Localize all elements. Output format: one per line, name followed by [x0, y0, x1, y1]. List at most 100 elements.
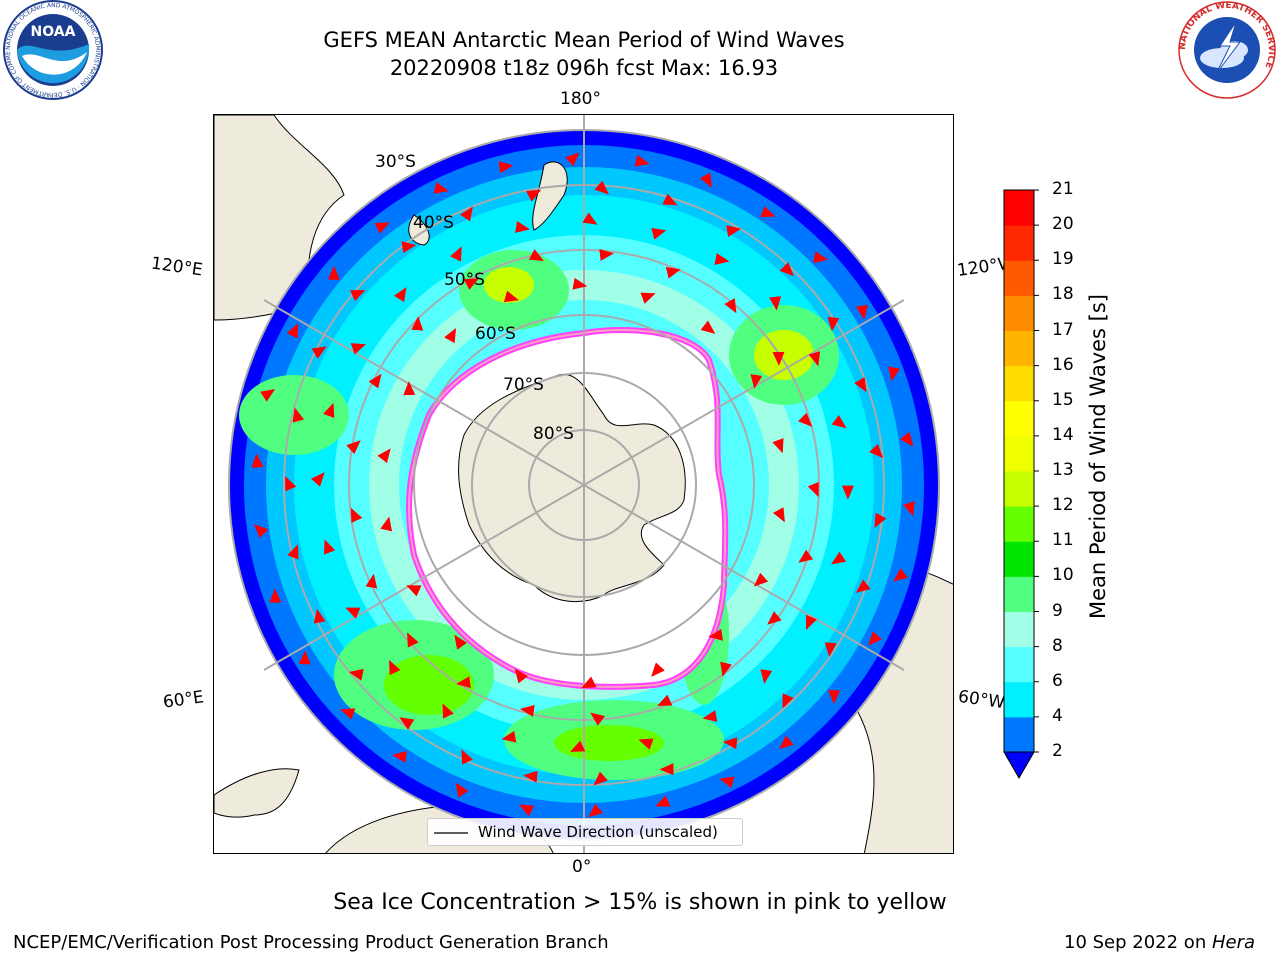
- wind-arrow: [450, 246, 462, 262]
- wind-arrow: [572, 277, 588, 290]
- map-legend: Wind Wave Direction (unscaled): [427, 818, 743, 846]
- wind-arrow: [719, 776, 735, 789]
- wind-arrow: [368, 373, 382, 389]
- wind-arrow: [348, 668, 364, 681]
- lon-label-120e: 120°E: [149, 253, 204, 281]
- colorbar-extend-triangle: [1003, 751, 1035, 780]
- wind-arrow: [411, 316, 424, 331]
- wind-arrow: [807, 481, 819, 498]
- wind-arrow: [590, 712, 605, 726]
- wind-arrow: [899, 431, 914, 447]
- nws-logo: NATIONAL WEATHER SERVICE: [1174, 0, 1280, 100]
- wind-arrow: [514, 668, 529, 684]
- wind-arrow: [461, 749, 473, 765]
- wind-arrow: [311, 346, 327, 359]
- wind-arrow: [831, 551, 847, 565]
- wind-arrow: [350, 343, 366, 355]
- colorbar-segment: [1004, 681, 1034, 718]
- wind-arrow: [322, 402, 335, 419]
- wind-arrow: [570, 740, 586, 752]
- wind-arrow: [750, 374, 763, 389]
- noaa-logo: NATIONAL OCEANIC AND ATMOSPHERIC ADMINIS…: [0, 0, 106, 100]
- wind-arrow: [700, 320, 716, 334]
- lon-label-60w: 60°W: [956, 686, 1007, 714]
- wind-arrow: [760, 205, 776, 218]
- wind-arrow: [380, 516, 392, 532]
- colorbar-segment: [1004, 295, 1034, 331]
- wind-arrow: [565, 152, 580, 167]
- lat-label-80s: 80°S: [533, 424, 574, 444]
- wind-arrow: [406, 585, 422, 597]
- wind-arrow: [726, 225, 741, 237]
- wind-arrow: [503, 290, 519, 303]
- wind-arrow: [831, 414, 847, 429]
- wind-arrow: [599, 248, 614, 261]
- wind-arrow: [455, 782, 469, 798]
- wind-arrow: [782, 693, 794, 709]
- colorbar-segment: [1004, 190, 1034, 226]
- colorbar-segment: [1004, 541, 1034, 577]
- wind-arrow: [323, 539, 336, 555]
- colorbar: [1000, 185, 1050, 785]
- wind-arrow: [310, 472, 325, 487]
- wind-arrow: [349, 289, 366, 302]
- colorbar-segment: [1004, 716, 1034, 753]
- wind-arrow: [594, 180, 609, 195]
- wind-arrow: [753, 572, 769, 587]
- wind-arrow: [377, 448, 391, 464]
- wind-wave-arrows: [251, 152, 915, 818]
- colorbar-segment: [1004, 646, 1034, 683]
- wind-arrow: [854, 377, 867, 393]
- wind-arrow: [340, 708, 356, 720]
- wind-arrow: [827, 316, 840, 332]
- colorbar-segment: [1004, 611, 1034, 648]
- wind-arrow: [374, 222, 390, 234]
- wind-arrow: [888, 366, 900, 382]
- wind-arrow: [346, 440, 361, 455]
- wind-arrow: [720, 661, 732, 677]
- wind-arrow: [463, 278, 480, 290]
- wind-arrow: [856, 304, 868, 320]
- wind-arrow: [699, 172, 712, 188]
- colorbar-tick-label: 11: [1052, 530, 1074, 551]
- wind-arrow: [460, 206, 473, 222]
- colorbar-segment: [1004, 471, 1034, 507]
- wind-arrow: [855, 579, 871, 593]
- wind-arrow: [813, 251, 829, 264]
- colorbar-segment: [1004, 506, 1034, 542]
- wind-arrow: [903, 501, 915, 517]
- colorbar-label: Mean Period of Wind Waves [s]: [1086, 294, 1110, 619]
- wind-arrow: [401, 241, 417, 254]
- wind-arrow: [292, 407, 305, 423]
- date-text: 10 Sep 2022 on: [1064, 932, 1207, 953]
- wind-arrow: [286, 323, 299, 339]
- wind-arrow: [519, 804, 535, 817]
- wind-arrow: [808, 351, 821, 367]
- wind-arrow: [444, 327, 457, 344]
- wind-arrow: [779, 262, 794, 277]
- wind-arrow: [501, 730, 517, 743]
- wind-arrow: [874, 512, 887, 528]
- colorbar-segment: [1004, 330, 1034, 367]
- wind-arrow: [515, 221, 530, 233]
- wind-arrow: [702, 710, 718, 722]
- wind-arrow: [285, 476, 297, 492]
- lon-label-0: 0°: [572, 857, 592, 877]
- wind-arrow: [253, 523, 269, 539]
- wind-arrow: [869, 443, 884, 459]
- colorbar-ticks: 2 4 6 8 9 10 11 12 13 14 15 16 17 18 19 20 21: [1052, 0, 1092, 960]
- lat-label-60s: 60°S: [475, 324, 516, 344]
- wind-arrow: [581, 676, 597, 689]
- lon-label-60e: 60°E: [161, 687, 206, 713]
- lat-label-30s: 30°S: [375, 152, 416, 172]
- colorbar-tick-label: 13: [1052, 460, 1074, 480]
- wind-arrow: [260, 388, 276, 402]
- chart-title: GEFS MEAN Antarctic Mean Period of Wind …: [323, 28, 845, 52]
- host-name: Hera: [1211, 932, 1256, 953]
- wind-arrow: [345, 607, 361, 619]
- map-panel: [213, 114, 954, 854]
- wind-arrow: [868, 631, 882, 646]
- wind-arrow: [779, 735, 794, 750]
- polar-map: [214, 115, 953, 853]
- colorbar-tick-label: 15: [1052, 389, 1074, 410]
